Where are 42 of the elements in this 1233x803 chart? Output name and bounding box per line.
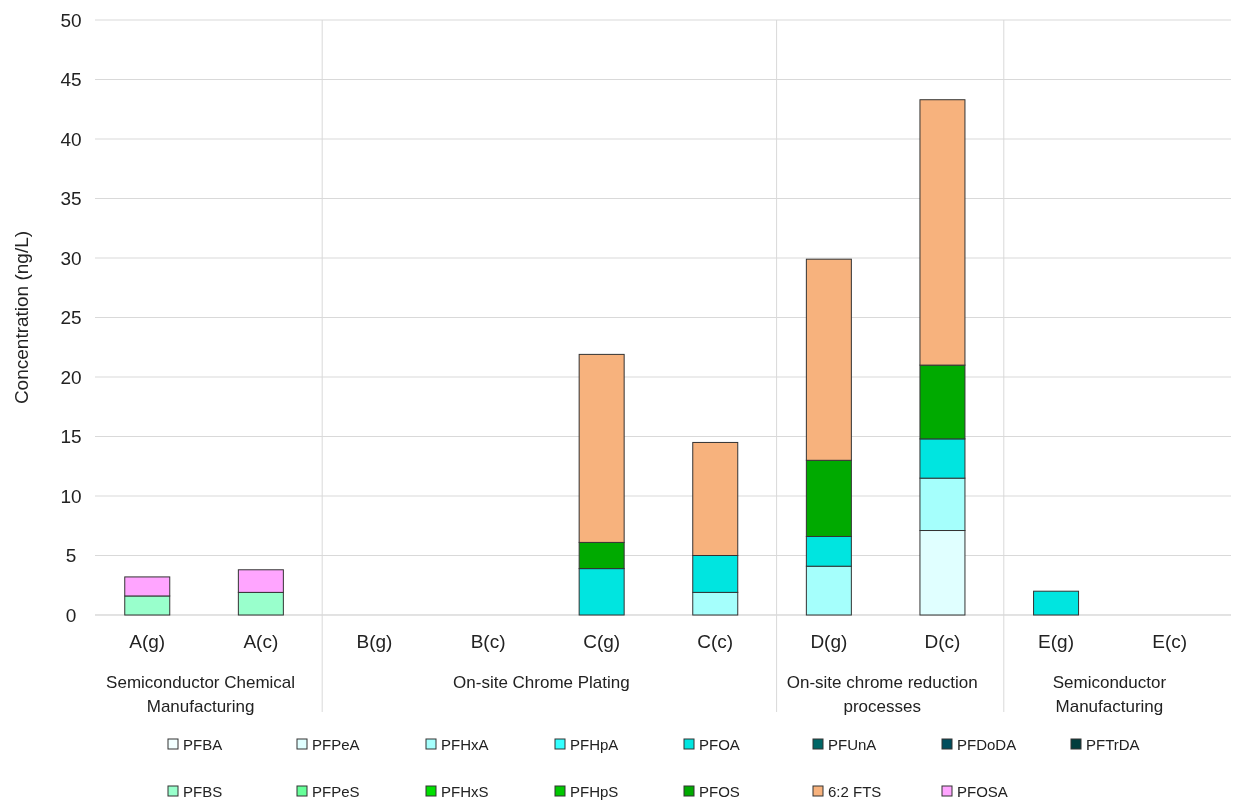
y-tick-label: 35 — [60, 188, 82, 210]
bar — [1033, 590, 1080, 616]
x-tick-label: C(g) — [583, 631, 621, 652]
x-tick-label: A(c) — [243, 631, 279, 652]
y-axis-title: Concentration (ng/L) — [11, 230, 32, 405]
y-tick-label: 15 — [60, 426, 82, 448]
legend-label: PFOSA — [957, 783, 1008, 801]
legend-label: PFOA — [699, 736, 740, 754]
legend-label: PFHxS — [441, 783, 489, 801]
legend-label: PFPeS — [312, 783, 360, 801]
text: On-site Chrome Plating — [453, 673, 630, 692]
y-tick-label: 25 — [60, 307, 82, 329]
x-tick-label: D(g) — [810, 631, 848, 652]
y-tick-label: 30 — [60, 247, 82, 269]
legend-label: 6:2 FTS — [828, 783, 882, 801]
y-tick-label: 40 — [60, 128, 82, 150]
legend-label: PFDoDA — [957, 736, 1017, 754]
x-tick-label: B(c) — [470, 631, 506, 652]
y-tick-label: 50 — [60, 9, 82, 31]
x-tick-label: D(c) — [924, 631, 961, 652]
legend-label: PFHxA — [441, 736, 489, 754]
legend-label: PFBS — [183, 783, 223, 801]
y-tick-label: 0 — [65, 604, 77, 626]
y-tick-label: 20 — [60, 366, 82, 388]
x-tick-label: E(g) — [1038, 631, 1075, 652]
y-tick-label: 10 — [60, 485, 82, 507]
legend-label: PFOS — [699, 783, 740, 801]
legend-label: PFUnA — [828, 736, 877, 754]
legend-label: PFHpS — [570, 783, 619, 801]
legend-label: PFBA — [183, 736, 223, 754]
x-tick-label: A(g) — [129, 631, 166, 652]
x-tick-label: E(c) — [1152, 631, 1188, 652]
text: Semiconductor Chemical Manufacturing — [106, 673, 296, 716]
y-tick-label: 45 — [60, 69, 82, 91]
text: On-site chrome reduction processes — [786, 673, 978, 716]
legend-label: PFPeA — [312, 736, 360, 754]
y-tick-label: 5 — [65, 545, 77, 567]
legend-label: PFHpA — [570, 736, 619, 754]
text: Semiconductor Manufacturing — [1052, 673, 1167, 716]
x-tick-label: B(g) — [356, 631, 393, 652]
legend-label: PFTrDA — [1086, 736, 1140, 754]
x-tick-label: C(c) — [697, 631, 734, 652]
